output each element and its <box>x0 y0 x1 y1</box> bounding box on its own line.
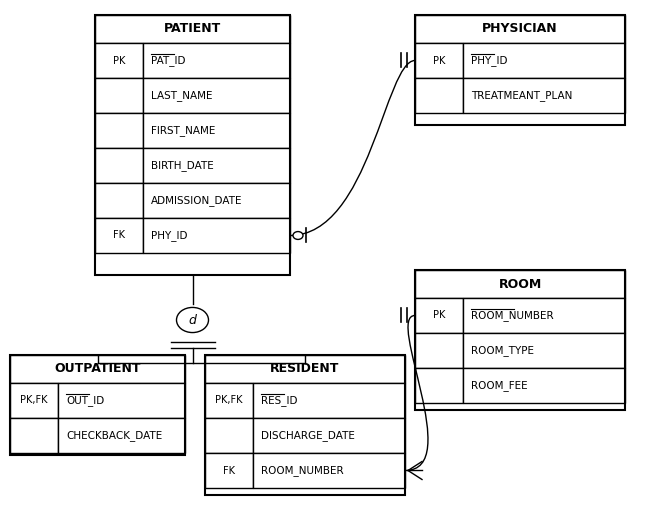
Bar <box>95 43 143 78</box>
Bar <box>415 270 625 410</box>
Text: PK: PK <box>433 56 445 65</box>
Text: BIRTH_DATE: BIRTH_DATE <box>151 160 214 171</box>
Bar <box>205 355 405 383</box>
Text: FK: FK <box>113 230 125 241</box>
Bar <box>253 418 405 453</box>
Bar <box>143 43 290 78</box>
Bar <box>415 298 463 333</box>
Text: PHY_ID: PHY_ID <box>151 230 187 241</box>
Bar <box>143 113 290 148</box>
Bar <box>10 355 185 383</box>
Bar <box>205 453 253 488</box>
Text: PK: PK <box>433 311 445 320</box>
Bar <box>95 15 290 43</box>
Text: PK,FK: PK,FK <box>215 396 243 406</box>
Bar <box>143 78 290 113</box>
Text: ROOM_NUMBER: ROOM_NUMBER <box>471 310 553 321</box>
Bar <box>415 333 463 368</box>
Text: FIRST_NAME: FIRST_NAME <box>151 125 215 136</box>
Bar <box>95 218 143 253</box>
Bar <box>415 368 463 403</box>
Text: PK,FK: PK,FK <box>20 396 48 406</box>
Bar <box>205 418 253 453</box>
Text: CHECKBACK_DATE: CHECKBACK_DATE <box>66 430 162 441</box>
Text: PATIENT: PATIENT <box>164 22 221 35</box>
Bar <box>205 355 405 495</box>
Text: FK: FK <box>223 466 235 476</box>
Circle shape <box>176 308 208 333</box>
Bar <box>95 15 290 275</box>
Bar <box>415 15 625 125</box>
Bar <box>95 78 143 113</box>
Text: ROOM: ROOM <box>499 277 542 290</box>
Text: OUT_ID: OUT_ID <box>66 395 104 406</box>
Text: ROOM_NUMBER: ROOM_NUMBER <box>261 465 344 476</box>
Circle shape <box>293 231 303 240</box>
Text: RESIDENT: RESIDENT <box>270 362 340 376</box>
Text: DISCHARGE_DATE: DISCHARGE_DATE <box>261 430 355 441</box>
Text: RES_ID: RES_ID <box>261 395 298 406</box>
Text: PAT_ID: PAT_ID <box>151 55 186 66</box>
Bar <box>95 113 143 148</box>
Text: TREATMEANT_PLAN: TREATMEANT_PLAN <box>471 90 572 101</box>
Bar <box>463 333 625 368</box>
Bar <box>253 453 405 488</box>
Bar <box>253 383 405 418</box>
Bar <box>463 298 625 333</box>
Bar <box>415 43 463 78</box>
Bar <box>95 148 143 183</box>
Bar <box>415 15 625 43</box>
Bar <box>58 383 185 418</box>
Bar <box>10 418 58 453</box>
Text: d: d <box>189 314 197 327</box>
Bar <box>463 78 625 113</box>
Text: ROOM_TYPE: ROOM_TYPE <box>471 345 534 356</box>
Bar <box>143 183 290 218</box>
Text: OUTPATIENT: OUTPATIENT <box>54 362 141 376</box>
Bar <box>10 383 58 418</box>
Text: PHYSICIAN: PHYSICIAN <box>482 22 558 35</box>
Bar <box>463 43 625 78</box>
Bar <box>143 148 290 183</box>
Text: PK: PK <box>113 56 125 65</box>
Bar <box>143 218 290 253</box>
Bar <box>95 183 143 218</box>
Text: ROOM_FEE: ROOM_FEE <box>471 380 527 391</box>
Bar <box>58 418 185 453</box>
Text: PHY_ID: PHY_ID <box>471 55 508 66</box>
Bar <box>205 383 253 418</box>
Bar <box>10 355 185 455</box>
Text: LAST_NAME: LAST_NAME <box>151 90 212 101</box>
Bar <box>415 270 625 298</box>
Bar <box>415 78 463 113</box>
Bar <box>463 368 625 403</box>
Text: ADMISSION_DATE: ADMISSION_DATE <box>151 195 243 206</box>
